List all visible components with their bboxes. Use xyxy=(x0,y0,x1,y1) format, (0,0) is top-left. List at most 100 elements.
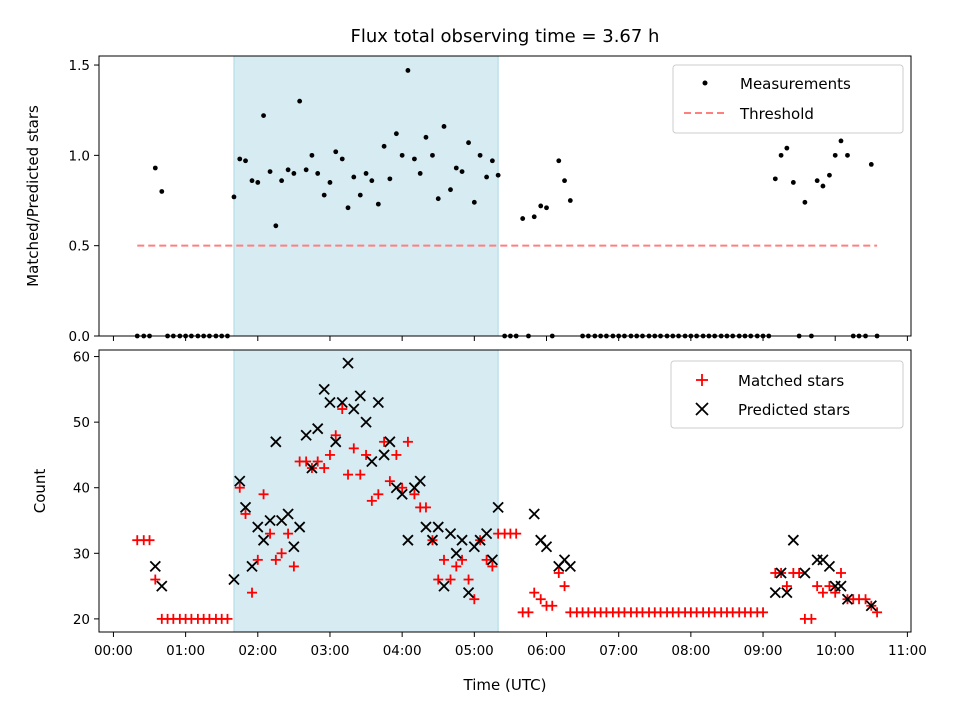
measurement-point xyxy=(369,178,375,184)
y-tick-label: 20 xyxy=(73,612,90,628)
x-tick-label: 01:00 xyxy=(166,643,205,659)
matched-star-point xyxy=(451,561,462,572)
measurement-point xyxy=(827,172,832,178)
shaded-interval-bottom xyxy=(233,349,499,633)
matched-star-point xyxy=(319,463,330,474)
x-tick-label: 05:00 xyxy=(455,643,494,659)
predicted-star-point xyxy=(156,580,168,592)
predicted-star-point xyxy=(336,396,348,409)
top-legend: Measurements Threshold xyxy=(672,64,904,134)
measurement-point xyxy=(802,199,808,205)
measurement-point xyxy=(273,223,279,229)
predicted-star-point xyxy=(312,423,324,435)
matched-star-point xyxy=(288,561,299,572)
measurement-point xyxy=(471,199,477,205)
measurement-point xyxy=(237,156,243,162)
measurement-point xyxy=(489,158,495,164)
x-tick-label: 04:00 xyxy=(383,643,422,659)
matched-star-point xyxy=(445,574,456,585)
predicted-star-point xyxy=(330,436,342,448)
predicted-star-point xyxy=(288,541,300,553)
predicted-star-point xyxy=(492,501,504,514)
matched-star-point xyxy=(830,587,841,598)
bottom-plot-frame xyxy=(98,349,912,633)
bottom-x-ticks: 00:00 01:00 02:00 03:00 04:00 05:00 06:00 07:00… xyxy=(94,632,927,659)
measurement-point xyxy=(423,134,429,140)
predicted-star-point xyxy=(486,554,499,566)
predicted-star-point xyxy=(378,449,390,461)
bottom-legend: Matched stars Predicted stars xyxy=(670,360,904,429)
legend-matched-marker xyxy=(696,374,708,386)
matched-star-point xyxy=(758,607,769,618)
matched-star-point xyxy=(794,567,805,578)
predicted-star-point xyxy=(775,567,787,579)
predicted-star-point xyxy=(564,560,576,573)
matched-star-point xyxy=(283,528,294,539)
matched-star-point xyxy=(265,528,276,539)
legend-measurements-marker xyxy=(702,80,708,86)
matched-star-point xyxy=(547,600,558,611)
matched-star-point xyxy=(348,443,359,454)
measurement-point xyxy=(399,152,405,158)
predicted-star-point xyxy=(835,580,847,592)
matched-star-point xyxy=(247,587,258,598)
predicted-star-point xyxy=(396,488,408,500)
measurement-point xyxy=(285,167,291,173)
predicted-star-point xyxy=(787,534,799,546)
measurement-point xyxy=(393,131,399,137)
matched-star-point xyxy=(812,581,823,592)
predicted-star-point xyxy=(420,521,432,533)
predicted-star-point xyxy=(282,508,294,520)
matched-star-point xyxy=(463,574,474,585)
measurement-point xyxy=(459,169,465,175)
measurement-point xyxy=(435,196,441,202)
measurement-point xyxy=(303,167,309,173)
legend-matched-label: Matched stars xyxy=(738,372,844,390)
measurement-point xyxy=(152,165,158,171)
y-tick-label: 30 xyxy=(73,546,90,562)
matched-star-point xyxy=(240,508,251,519)
measurement-point xyxy=(333,149,339,155)
predicted-star-point xyxy=(823,560,836,573)
matched-star-point xyxy=(150,574,161,585)
predicted-star-point xyxy=(769,587,781,599)
predicted-star-point xyxy=(257,534,270,546)
measurement-point xyxy=(255,180,261,185)
matched-star-point xyxy=(397,482,408,493)
legend-predicted-marker xyxy=(695,402,709,416)
y-tick-label: 1.0 xyxy=(69,148,90,164)
measurement-point xyxy=(297,98,303,104)
predicted-star-point xyxy=(228,573,240,586)
measurement-point xyxy=(544,205,549,211)
legend-predicted-label: Predicted stars xyxy=(738,401,850,419)
measurement-point xyxy=(261,113,266,119)
measurement-point xyxy=(814,178,820,184)
measurement-point xyxy=(243,158,248,164)
measurement-point xyxy=(466,140,471,146)
matched-star-point xyxy=(433,574,444,585)
predicted-star-point xyxy=(444,527,457,540)
matched-star-point xyxy=(781,581,792,592)
matched-star-point xyxy=(330,430,341,441)
predicted-star-point xyxy=(426,534,439,546)
predicted-star-point xyxy=(234,475,246,487)
measurement-point xyxy=(345,205,351,211)
predicted-star-point xyxy=(318,383,330,395)
matched-star-point xyxy=(312,456,323,467)
x-tick-label: 08:00 xyxy=(671,643,710,659)
matched-star-point xyxy=(391,449,402,460)
measurement-point xyxy=(562,178,567,184)
measurement-point xyxy=(838,138,844,144)
predicted-star-point xyxy=(414,475,426,487)
predicted-star-point xyxy=(865,600,877,612)
matched-star-point xyxy=(835,567,846,578)
predicted-star-point xyxy=(239,501,252,514)
x-tick-label: 03:00 xyxy=(311,643,350,659)
measurement-point xyxy=(430,152,435,158)
matched-star-point xyxy=(860,594,871,605)
predicted-star-point xyxy=(360,416,372,428)
measurement-point xyxy=(381,143,387,149)
top-plot-frame xyxy=(98,55,912,337)
predicted-star-point xyxy=(149,560,161,573)
matched-star-point xyxy=(324,449,335,460)
